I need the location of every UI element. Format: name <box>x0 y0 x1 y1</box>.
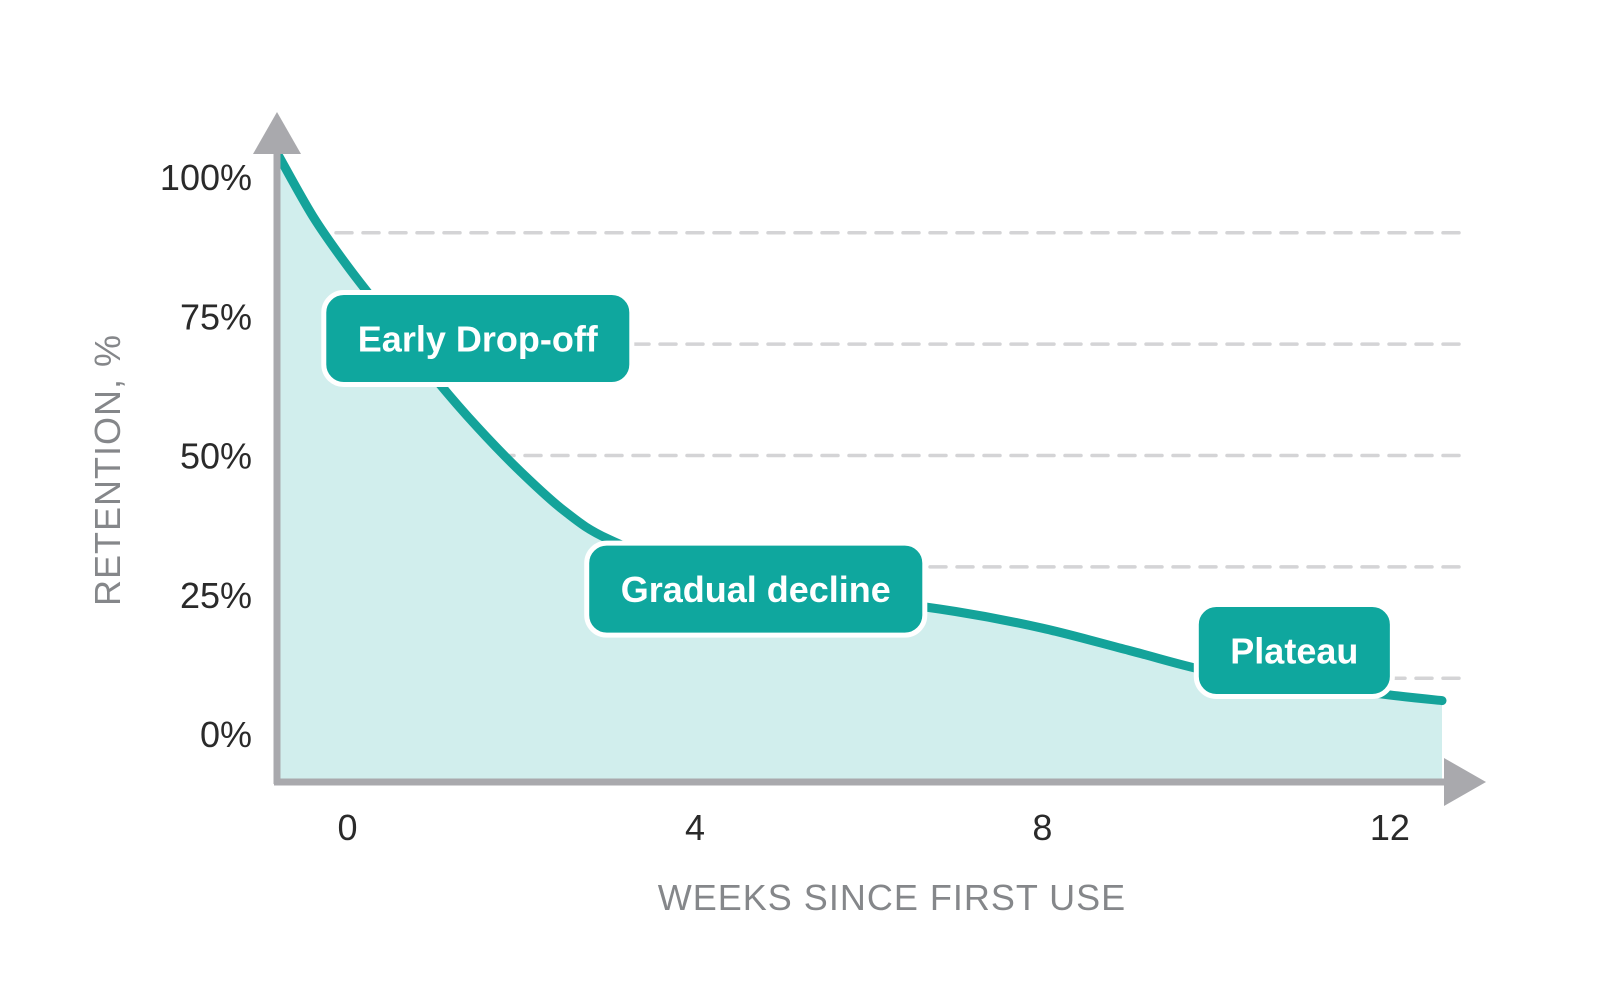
phase-label-box <box>1193 601 1395 699</box>
y-axis-arrow <box>253 112 301 154</box>
axes <box>253 112 1486 806</box>
phase-label-text: Plateau <box>1230 630 1358 671</box>
retention-area <box>278 154 1442 782</box>
y-tick-label: 100% <box>160 157 252 198</box>
x-tick-label: 8 <box>1032 807 1052 848</box>
x-tick-label: 0 <box>337 807 357 848</box>
x-tick-label: 12 <box>1370 807 1410 848</box>
phase-label: Early Drop-off <box>321 290 635 388</box>
x-axis-arrow <box>1444 758 1486 806</box>
x-tick-label: 4 <box>685 807 705 848</box>
y-tick-label: 75% <box>180 296 252 337</box>
x-axis-title: WEEKS SINCE FIRST USE <box>658 877 1126 918</box>
x-tick-labels: 0 4 8 12 <box>337 807 1409 848</box>
phase-label-text: Early Drop-off <box>358 319 599 360</box>
y-axis-title: RETENTION, % <box>87 334 128 606</box>
phase-label: Plateau <box>1193 601 1395 699</box>
y-tick-label: 0% <box>200 714 252 755</box>
phase-label-text: Gradual decline <box>621 569 891 610</box>
y-tick-label: 25% <box>180 575 252 616</box>
phase-label: Gradual decline <box>584 540 928 638</box>
phase-labels: Early Drop-off Gradual decline Plateau <box>321 290 1395 699</box>
y-tick-labels: 0% 25% 50% 75% 100% <box>160 157 252 755</box>
y-tick-label: 50% <box>180 436 252 477</box>
phase-label-box <box>584 540 928 638</box>
phase-label-box <box>321 290 635 388</box>
